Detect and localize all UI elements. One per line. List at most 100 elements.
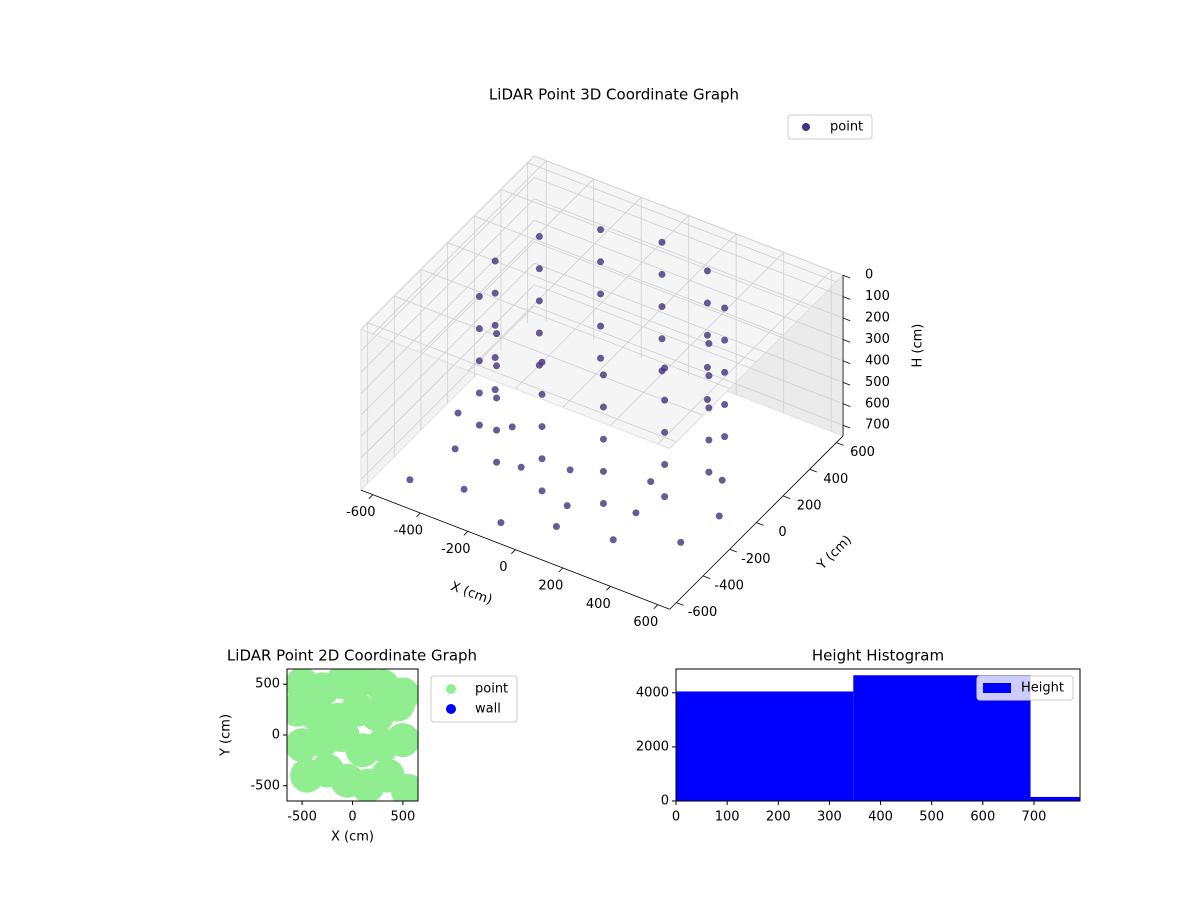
data-point [552,523,560,530]
grid-line [534,241,844,362]
data-point [380,687,415,722]
tick-mark [836,442,844,446]
y-axis-label: Y (cm) [219,714,234,757]
grid-line [360,241,535,416]
grid-line [534,219,844,340]
data-point [703,363,711,371]
data-point [705,468,713,476]
x-tick-label: 400 [586,597,611,612]
data-point [475,357,483,365]
data-point [705,404,713,412]
data-point [705,340,713,348]
data-point [493,330,501,338]
grid-line [534,177,844,298]
data-point [538,423,546,431]
legend-marker [983,683,1011,693]
data-point [538,487,546,495]
data-point [538,455,546,463]
y-tick-label: 400 [823,472,848,487]
x-tick-label: -200 [441,542,471,557]
x-axis-line [360,489,670,610]
data-point [715,512,723,520]
x-axis-label: X (cm) [331,830,374,845]
data-point [491,353,499,361]
x-tick-label: 0 [499,560,507,575]
data-point [703,299,711,307]
plot-area [287,669,418,801]
chart-title: Height Histogram [812,647,944,665]
data-point [454,409,462,417]
data-point [609,536,617,544]
data-point [599,467,607,475]
data-point [658,270,666,278]
data-point [535,361,543,369]
data-point [535,297,543,305]
x-tick-label: 600 [970,810,995,825]
data-point [599,371,607,379]
grid-line [360,262,535,437]
x-tick-label: 600 [633,615,658,630]
x-tick-label: 300 [817,810,842,825]
data-point [597,354,605,362]
y-tick-label: -600 [688,605,718,620]
data-point [451,445,459,453]
data-point [563,502,571,510]
data-point [475,389,483,397]
grid-line [360,220,535,394]
data-point [597,322,605,330]
y-tick-label: 600 [850,445,875,460]
grid-line [534,198,844,319]
z-tick-label: 700 [865,418,890,433]
y-tick-label: 4000 [636,685,669,700]
data-point [721,368,729,376]
data-point [475,293,483,301]
z-tick-label: 300 [865,332,890,347]
tick-mark [416,512,421,518]
data-point [597,258,605,266]
x-tick-label: 500 [919,810,944,825]
tick-mark [782,495,791,500]
data-point [493,458,501,466]
data-point [721,433,729,441]
data-point [721,304,729,312]
data-point [390,773,418,801]
legend-box [976,675,1074,701]
data-point [721,400,729,408]
data-point [538,390,546,398]
tick-mark [842,317,851,322]
grid-line [534,262,844,383]
data-point [460,485,468,493]
legend-label: point [830,120,863,135]
tick-mark [842,360,851,365]
x-tick-label: 0 [348,810,356,825]
y-tick-label: 0 [661,794,669,809]
tick-mark [842,424,851,429]
grid-line [527,162,837,283]
grid-line [360,305,535,480]
data-point [491,321,499,329]
axes-frame [675,668,1081,802]
tick-mark [558,567,564,573]
y-tick-label: -500 [250,778,280,793]
bar [1030,796,1080,801]
y-tick-label: 0 [778,525,786,540]
data-point [647,478,655,486]
z-tick-label: 600 [865,396,890,411]
data-point [721,336,729,344]
x-tick-label: 700 [1022,810,1047,825]
data-point [703,395,711,403]
data-point [661,428,669,436]
grid-line [367,322,677,443]
z-tick-label: 400 [865,353,890,368]
tick-mark [463,531,469,536]
grid-line [447,242,757,363]
z-tick-label: 100 [865,289,890,304]
x-tick-label: -400 [394,524,424,539]
data-point [677,538,685,546]
x-tick-label: 200 [766,810,791,825]
tick-mark [368,494,374,499]
data-point [491,289,499,297]
data-point [493,362,501,370]
data-point [493,426,501,434]
